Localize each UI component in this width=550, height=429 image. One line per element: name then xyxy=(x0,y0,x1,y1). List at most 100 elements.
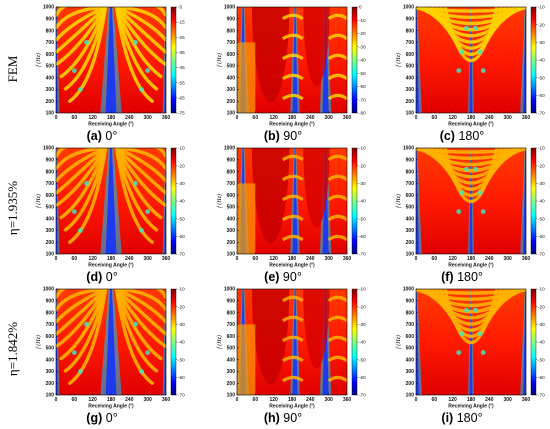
fringe-arc xyxy=(114,289,166,336)
fringe-arc xyxy=(56,148,108,207)
fringe-node xyxy=(84,180,89,186)
x-tick-label: 360 xyxy=(162,397,171,403)
colorbar-tick-label: -10 xyxy=(359,18,366,23)
fringe-node xyxy=(139,369,144,374)
colorbar-tick-label: -75 xyxy=(178,111,185,116)
fringe-arc xyxy=(114,7,166,66)
fringe-arc xyxy=(416,289,526,295)
fringe-arc xyxy=(327,33,347,41)
fringe-arc xyxy=(56,7,108,54)
x-tick-label: 120 xyxy=(269,256,278,262)
y-tick-label: 900 xyxy=(46,157,55,163)
side-lobe xyxy=(303,7,330,87)
heatmap-f: 100 200 300 400 500 600 700 800 900 1000 0 60 120 180… xyxy=(395,146,545,269)
fringe-node xyxy=(459,331,465,337)
caption-c: (c) 180° xyxy=(372,129,550,143)
x-tick-label: 120 xyxy=(448,256,457,262)
x-tick-label: 60 xyxy=(72,115,78,121)
colorbar xyxy=(530,147,537,255)
x-tick-label: 300 xyxy=(503,256,512,262)
y-tick-label: 800 xyxy=(406,310,415,316)
fringe-arc xyxy=(114,7,166,42)
fringe-node xyxy=(78,87,83,92)
y-tick-label: 200 xyxy=(227,240,236,246)
y-tick-label: 100 xyxy=(406,393,415,399)
x-axis-label: Receiving Angle (°) xyxy=(448,263,494,269)
fringe-arc xyxy=(281,355,304,363)
x-tick-label: 300 xyxy=(143,256,152,262)
y-tick-label: 800 xyxy=(406,169,415,175)
y-tick-label: 100 xyxy=(406,252,415,258)
x-axis-label: Receiving Angle (°) xyxy=(269,404,315,410)
x-tick-label: 360 xyxy=(343,115,352,121)
y-tick-label: 900 xyxy=(406,157,415,163)
fringe-region xyxy=(237,42,256,113)
x-tick-label: 0 xyxy=(415,256,418,262)
y-tick-label: 400 xyxy=(46,216,55,222)
y-tick-label: 400 xyxy=(406,357,415,363)
fringe-arc xyxy=(114,7,166,29)
fringe-node xyxy=(477,190,483,196)
colorbar-tick-label: -35 xyxy=(178,50,185,55)
x-axis-label: Receiving Angle (°) xyxy=(269,263,315,269)
fringe-arc xyxy=(114,148,163,220)
colorbar-tick-label: -70 xyxy=(359,393,366,398)
y-tick-label: 200 xyxy=(46,381,55,387)
y-tick-label: 400 xyxy=(227,216,236,222)
y-tick-label: 500 xyxy=(406,205,415,211)
x-tick-label: 300 xyxy=(503,115,512,121)
fringe-region xyxy=(237,183,256,254)
fringe-arc xyxy=(114,289,163,361)
colorbar xyxy=(530,288,537,396)
x-tick-label: 60 xyxy=(432,397,438,403)
colorbar-tick-label: -10 xyxy=(538,146,545,151)
y-tick-label: 900 xyxy=(46,298,55,304)
colorbar-tick-label: -50 xyxy=(538,216,545,221)
fringe-arc xyxy=(56,289,108,299)
colorbar-tick-label: -45 xyxy=(178,65,185,70)
x-tick-label: 360 xyxy=(343,397,352,403)
y-tick-label: 300 xyxy=(406,87,415,93)
fringe-arc xyxy=(56,7,108,42)
y-tick-label: 900 xyxy=(406,298,415,304)
colorbar-tick-label: -20 xyxy=(538,304,545,309)
x-tick-label: 240 xyxy=(125,115,134,121)
fringe-arc xyxy=(114,289,166,348)
colorbar xyxy=(351,147,358,255)
fringe-node xyxy=(456,350,462,355)
colorbar-tick-label: -40 xyxy=(538,199,545,204)
colorbar-tick-label: -20 xyxy=(359,304,366,309)
heatmap-g: 100 200 300 400 500 600 700 800 900 1000 0 60 120 180… xyxy=(35,287,185,410)
heatmap-a: 100 200 300 400 500 600 700 800 900 1000 0 60 120 180… xyxy=(35,5,185,128)
x-tick-label: 0 xyxy=(55,115,58,121)
fringe-arc xyxy=(327,295,347,303)
x-tick-label: 0 xyxy=(236,115,239,121)
caption-letter: (b) xyxy=(263,129,280,143)
fringe-arc xyxy=(114,289,166,311)
y-tick-label: 300 xyxy=(46,87,55,93)
fringe-node xyxy=(133,321,138,327)
null-band-core xyxy=(56,7,58,113)
caption-h: (h) 90° xyxy=(193,411,373,425)
fringe-arc xyxy=(56,289,108,324)
fringe-arc xyxy=(56,7,108,66)
y-tick-label: 700 xyxy=(227,322,236,328)
fringe-arc xyxy=(56,289,108,336)
fringe-arc xyxy=(416,148,526,160)
colorbar-tick-label: -30 xyxy=(359,44,366,49)
panel-f: 100 200 300 400 500 600 700 800 900 1000 0 60 120 180… xyxy=(372,143,550,285)
x-tick-label: 240 xyxy=(125,397,134,403)
y-axis-label: f (Hz) xyxy=(395,335,402,349)
y-tick-label: 800 xyxy=(46,28,55,34)
colorbar-tick-label: -20 xyxy=(538,163,545,168)
fringe-arc xyxy=(281,73,304,81)
fringe-region xyxy=(237,324,256,395)
colorbar-tick-label: -65 xyxy=(178,95,185,100)
caption-f: (f) 180° xyxy=(372,270,550,284)
y-tick-label: 400 xyxy=(46,75,55,81)
null-band-core xyxy=(292,148,298,254)
y-tick-label: 300 xyxy=(227,228,236,234)
x-axis-label: Receiving Angle (°) xyxy=(448,404,494,410)
fringe-arc xyxy=(114,148,166,170)
